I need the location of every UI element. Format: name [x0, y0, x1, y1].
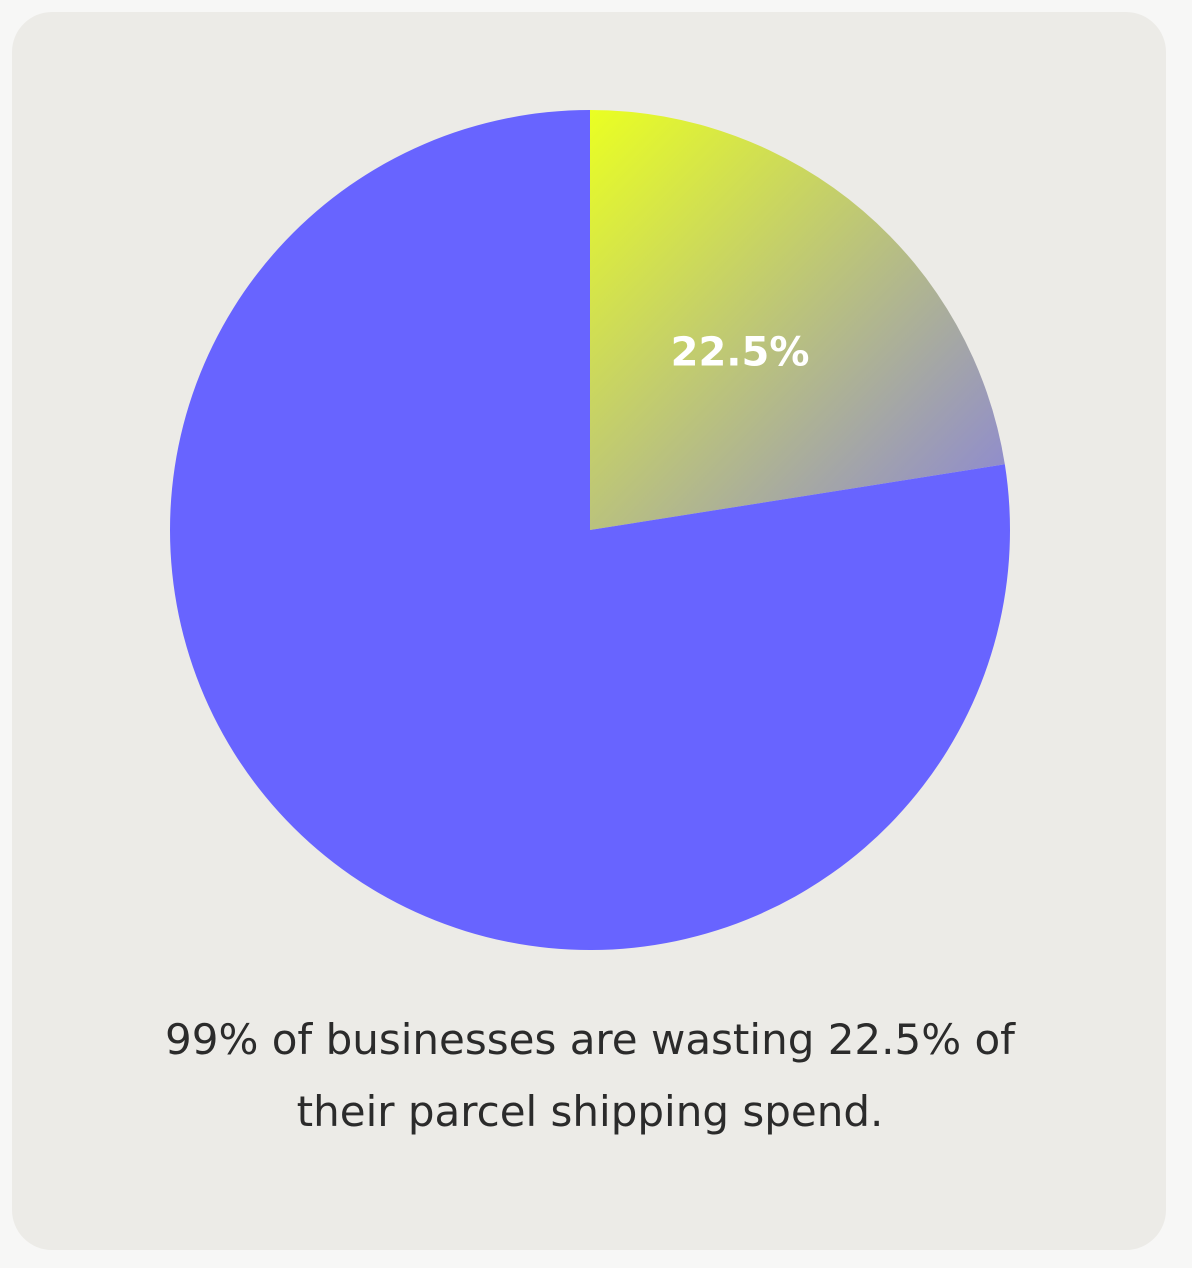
caption: 99% of businesses are wasting 22.5% of t…: [165, 1015, 1015, 1136]
pie-slice: [169, 110, 1010, 950]
pie-slice: [590, 110, 1005, 530]
slice-label: 22.5%: [671, 329, 810, 375]
chart: 22.5%: [169, 110, 1010, 950]
